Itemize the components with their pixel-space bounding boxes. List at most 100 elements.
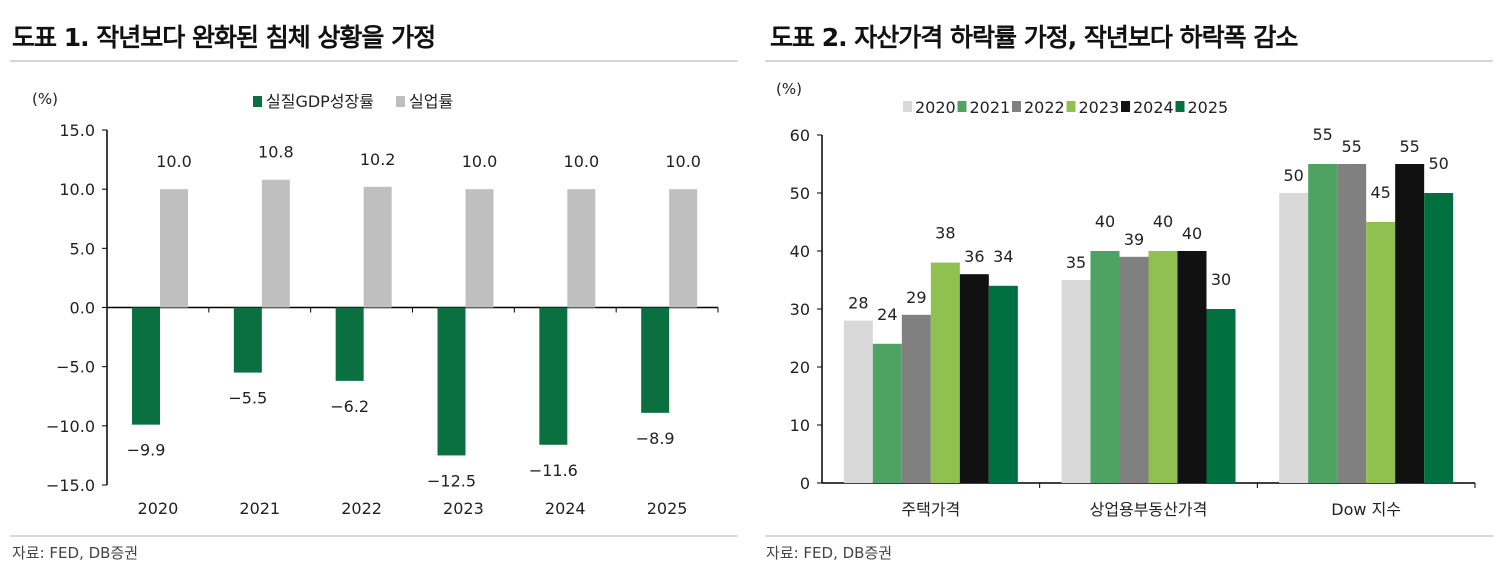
bar-2025: [1424, 193, 1454, 483]
bar-2023: [1366, 222, 1396, 483]
y-tick-label: 0.0: [70, 299, 95, 318]
data-label: 10.0: [564, 152, 600, 171]
divider: [765, 535, 1493, 537]
chart2-title: 도표 2. 자산가격 하락률 가정, 작년보다 하락폭 감소: [770, 23, 1298, 52]
bar-2021: [1090, 251, 1120, 483]
divider: [765, 60, 1493, 62]
legend-swatch: [903, 101, 912, 112]
data-label: 10.2: [360, 150, 396, 169]
legend-label: 2025: [1188, 98, 1229, 117]
y-tick-label: 0: [800, 474, 810, 493]
chart1-source: 자료: FED, DB증권: [12, 544, 139, 562]
y-tick-label: 15.0: [59, 121, 95, 140]
y-axis-unit: (%): [776, 80, 802, 98]
bar-2020: [1061, 280, 1091, 483]
bar-실질GDP성장률: [539, 307, 568, 445]
legend-swatch: [1012, 101, 1021, 112]
divider: [10, 60, 738, 62]
chart1-title: 도표 1. 작년보다 완화된 침체 상황을 가정: [12, 23, 436, 52]
x-tick-label: 2024: [545, 499, 586, 518]
y-tick-label: 50: [790, 184, 810, 203]
bar-2021: [1308, 164, 1338, 483]
bar-실업률: [160, 189, 188, 308]
y-axis-unit: (%): [32, 90, 58, 108]
x-tick-label: 2020: [138, 499, 179, 518]
y-tick-label: 10: [790, 416, 810, 435]
data-label: 40: [1095, 212, 1115, 231]
x-tick-label: 2025: [647, 499, 688, 518]
data-label: −12.5: [427, 471, 476, 490]
bar-실업률: [669, 189, 698, 308]
data-label: 40: [1182, 224, 1202, 243]
legend-label: 2023: [1079, 98, 1120, 117]
bar-실업률: [363, 186, 392, 308]
x-tick-label: 2023: [443, 499, 484, 518]
bar-2024: [959, 274, 989, 483]
bar-실업률: [465, 189, 494, 308]
data-label: −11.6: [529, 461, 578, 480]
data-label: 34: [993, 247, 1013, 266]
legend-label: 실질GDP성장률: [266, 92, 374, 111]
data-label: 39: [1124, 230, 1144, 249]
y-tick-label: 30: [790, 300, 810, 319]
data-label: 55: [1341, 137, 1361, 156]
bar-2025: [988, 285, 1018, 483]
x-tick-label: Dow 지수: [1331, 500, 1401, 519]
bar-실질GDP성장률: [641, 307, 670, 413]
legend-swatch: [396, 96, 405, 107]
legend-label: 2020: [915, 98, 956, 117]
legend-label: 2024: [1133, 98, 1174, 117]
legend-swatch: [1121, 101, 1130, 112]
bar-실업률: [261, 179, 290, 308]
bar-실업률: [567, 189, 596, 308]
legend-swatch: [253, 96, 262, 107]
x-tick-label: 2022: [341, 499, 382, 518]
divider: [10, 535, 738, 537]
data-label: 50: [1428, 154, 1448, 173]
data-label: 10.0: [462, 152, 498, 171]
data-label: 38: [935, 224, 955, 243]
x-tick-label: 상업용부동산가격: [1090, 500, 1208, 519]
data-label: 40: [1153, 212, 1173, 231]
y-tick-label: −15.0: [46, 476, 95, 495]
bar-2022: [901, 314, 931, 483]
data-label: 10.0: [156, 152, 192, 171]
data-label: −8.9: [636, 429, 675, 448]
data-label: 45: [1370, 183, 1390, 202]
data-label: 55: [1312, 125, 1332, 144]
data-label: 55: [1399, 137, 1419, 156]
legend-label: 2022: [1024, 98, 1065, 117]
y-tick-label: 40: [790, 242, 810, 261]
chart2-source: 자료: FED, DB증권: [766, 544, 893, 562]
data-label: 36: [964, 247, 984, 266]
y-tick-label: 5.0: [70, 239, 95, 258]
data-label: 10.8: [258, 143, 294, 162]
data-label: 10.0: [665, 152, 701, 171]
bar-실질GDP성장률: [233, 307, 262, 373]
data-label: 29: [906, 288, 926, 307]
bar-2020: [1279, 193, 1309, 483]
bar-2022: [1337, 164, 1367, 483]
data-label: 50: [1283, 166, 1303, 185]
data-label: 30: [1211, 270, 1231, 289]
data-label: −9.9: [127, 441, 166, 460]
legend-swatch: [1175, 101, 1185, 112]
bar-2020: [843, 320, 873, 483]
x-tick-label: 2021: [239, 499, 280, 518]
bar-2024: [1395, 164, 1425, 483]
legend-label: 2021: [970, 98, 1011, 117]
y-tick-label: −10.0: [46, 417, 95, 436]
legend-swatch: [957, 101, 967, 112]
y-tick-label: 10.0: [59, 180, 95, 199]
data-label: −5.5: [228, 389, 267, 408]
data-label: 35: [1066, 253, 1086, 272]
y-tick-label: 60: [790, 126, 810, 145]
bar-2024: [1177, 251, 1207, 483]
legend-label: 실업률: [409, 92, 453, 111]
bar-실질GDP성장률: [335, 307, 364, 381]
data-label: −6.2: [330, 397, 369, 416]
data-label: 28: [848, 294, 868, 313]
bar-2025: [1206, 309, 1236, 483]
